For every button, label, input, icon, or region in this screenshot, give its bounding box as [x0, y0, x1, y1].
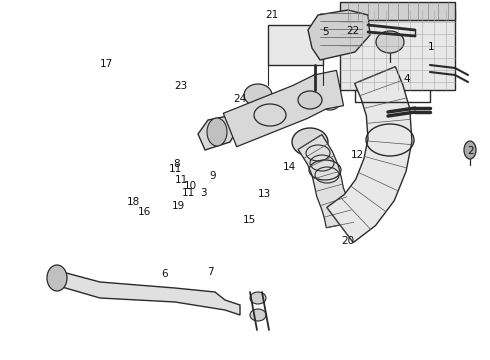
Ellipse shape [47, 265, 67, 291]
Text: 19: 19 [172, 201, 186, 211]
Ellipse shape [250, 309, 266, 321]
Text: 21: 21 [265, 10, 279, 20]
Text: 5: 5 [322, 27, 329, 37]
Text: 2: 2 [467, 146, 474, 156]
Polygon shape [327, 67, 412, 243]
Text: 13: 13 [258, 189, 271, 199]
Polygon shape [308, 10, 370, 60]
Ellipse shape [244, 84, 272, 106]
Ellipse shape [207, 118, 227, 146]
Bar [268, 25, 323, 65]
Ellipse shape [368, 137, 392, 153]
Ellipse shape [376, 31, 404, 53]
Ellipse shape [298, 91, 322, 109]
Text: 11: 11 [169, 164, 182, 174]
Bar [340, 10, 455, 90]
Text: 12: 12 [351, 150, 365, 160]
Text: 7: 7 [207, 267, 214, 277]
Polygon shape [223, 70, 343, 147]
Bar [340, 2, 455, 20]
Text: 9: 9 [210, 171, 217, 181]
Ellipse shape [307, 79, 323, 91]
Text: 18: 18 [126, 197, 140, 207]
Text: 23: 23 [174, 81, 188, 91]
Text: 11: 11 [182, 188, 196, 198]
Polygon shape [55, 270, 240, 315]
Polygon shape [198, 116, 238, 150]
Ellipse shape [464, 141, 476, 159]
Ellipse shape [250, 292, 266, 304]
Text: 11: 11 [174, 175, 188, 185]
Text: 14: 14 [282, 162, 296, 172]
Text: 10: 10 [184, 181, 196, 191]
Ellipse shape [292, 128, 328, 156]
Text: 4: 4 [403, 74, 410, 84]
Text: 1: 1 [428, 42, 435, 52]
Text: 20: 20 [342, 236, 354, 246]
Text: 8: 8 [173, 159, 180, 169]
Polygon shape [298, 135, 354, 228]
Text: 24: 24 [233, 94, 247, 104]
Text: 6: 6 [161, 269, 168, 279]
Text: 15: 15 [243, 215, 257, 225]
Text: 3: 3 [200, 188, 207, 198]
Text: 16: 16 [138, 207, 151, 217]
Text: 22: 22 [346, 26, 360, 36]
Text: 17: 17 [100, 59, 114, 69]
